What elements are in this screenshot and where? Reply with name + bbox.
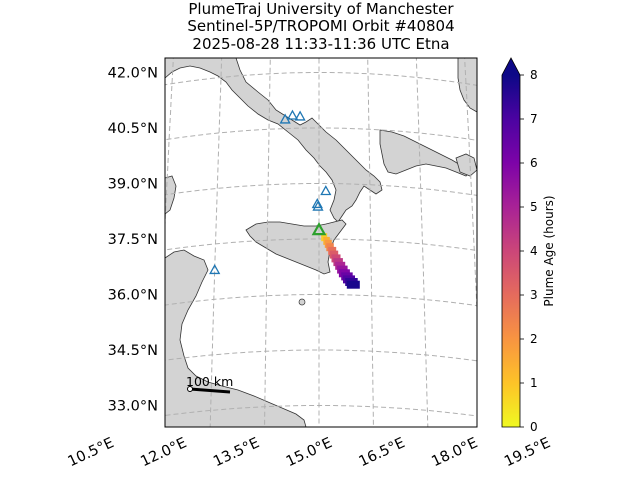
lat-tick-label: 40.5°N [108, 121, 158, 137]
colorbar-tick-label: 5 [530, 200, 538, 214]
colorbar-tick-label: 8 [530, 68, 538, 82]
plume-trajectory [321, 233, 360, 289]
lon-tick-label: 12.0°E [138, 435, 189, 470]
volcano-marker [312, 200, 324, 211]
volcano-marker [294, 110, 306, 121]
colorbar-ticks: 0 1 2 3 4 5 6 7 8 [520, 68, 538, 434]
graticule [99, 58, 538, 480]
grid-lon-line [415, 58, 429, 427]
malta [298, 298, 306, 306]
title-line-3: 2025-08-28 11:33-11:36 UTC Etna [192, 35, 449, 53]
map-frame [164, 57, 478, 428]
lat-tick-label: 36.0°N [108, 288, 158, 304]
lat-tick-label: 33.0°N [108, 399, 158, 415]
lat-tick-label: 39.0°N [108, 177, 158, 193]
grid-lat-line [165, 127, 477, 141]
colorbar-tick-label: 4 [530, 244, 538, 258]
colorbar-tick-label: 6 [530, 156, 538, 170]
title-line-2: Sentinel-5P/TROPOMI Orbit #40804 [187, 17, 454, 35]
grid-lon-line [367, 58, 374, 427]
volcano-marker [279, 113, 291, 124]
colorbar-tick-label: 3 [530, 288, 538, 302]
scale-bar [189, 387, 231, 394]
lon-tick-label: 19.5°E [502, 435, 553, 470]
italy-heel [379, 129, 471, 177]
lon-tick-labels: 10.5°E 12.0°E 13.5°E 15.0°E 16.5°E 18.0°E 19.5… [66, 435, 553, 470]
title-line-1: PlumeTraj University of Manchester [188, 0, 454, 18]
grid-lon-line [464, 58, 477, 322]
lon-tick-label: 18.0°E [429, 435, 480, 470]
grid-lon-line [209, 58, 223, 427]
italy-mainland [165, 58, 383, 223]
lon-tick-label: 13.5°E [211, 435, 262, 470]
scale-bar-label: 100 km [186, 374, 233, 389]
colorbar-tick-label: 1 [530, 376, 538, 390]
grid-lat-line [165, 72, 477, 86]
colorbar: 0 1 2 3 4 5 6 7 8 Plume Age (hours) [501, 57, 556, 434]
north-africa [165, 249, 307, 427]
sardinia-edge [165, 175, 177, 215]
colorbar-tick-label: 0 [530, 420, 538, 434]
lat-tick-label: 42.0°N [108, 66, 158, 82]
colorbar-tick-label: 2 [530, 332, 538, 346]
volcano-marker [209, 264, 221, 275]
colorbar-gradient [502, 75, 520, 427]
scale-bar-start [187, 386, 193, 392]
volcano-markers [209, 109, 332, 275]
plume-point [346, 280, 360, 289]
map-area: 100 km [99, 58, 538, 480]
lon-tick-label: 16.5°E [357, 435, 408, 470]
lat-tick-labels: 42.0°N 40.5°N 39.0°N 37.5°N 36.0°N 34.5°N 33.0… [108, 66, 158, 415]
volcano-marker [320, 185, 332, 196]
source-volcano-marker [311, 221, 327, 236]
colorbar-label: Plume Age (hours) [542, 195, 556, 306]
volcano-marker [286, 109, 299, 120]
lat-tick-label: 34.5°N [108, 343, 158, 359]
lon-tick-label: 10.5°E [66, 435, 117, 470]
colorbar-extend-arrow [502, 58, 520, 75]
grid-lat-line [99, 461, 538, 480]
lon-tick-label: 15.0°E [284, 435, 335, 470]
grid-lon-line [264, 58, 271, 427]
colorbar-tick-label: 7 [530, 112, 538, 126]
grid-lat-line [165, 349, 477, 362]
greece-coast [455, 153, 477, 177]
grid-lon-line [165, 58, 174, 234]
source-volcano [311, 221, 327, 236]
lat-tick-label: 37.5°N [108, 232, 158, 248]
volcano-marker [311, 198, 323, 209]
